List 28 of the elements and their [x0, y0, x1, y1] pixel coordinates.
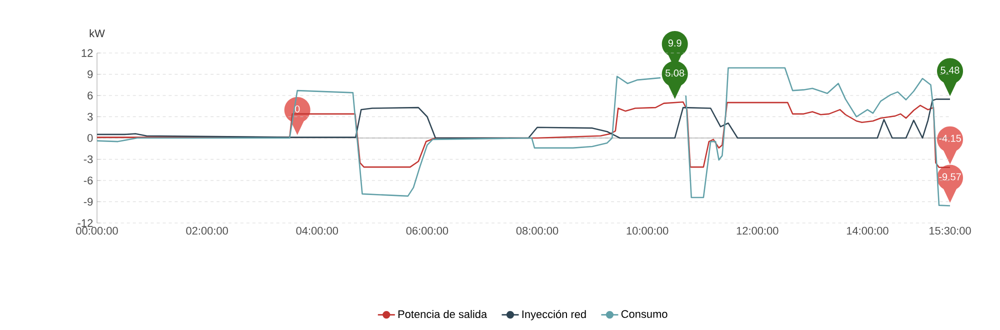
y-tick-label: -9 [84, 198, 93, 206]
x-tick-label: 12:00:00 [736, 226, 778, 235]
annotation: 5.48 [940, 66, 960, 74]
x-tick-label: 08:00:00 [516, 226, 558, 235]
annotation: 0 [294, 105, 300, 113]
legend-label: Consumo [621, 310, 668, 318]
y-axis-title: kW [90, 29, 105, 38]
legend-label: Potencia de salida [398, 310, 488, 318]
y-tick-label: -12 [78, 219, 93, 227]
x-tick-label: 10:00:00 [626, 226, 668, 235]
x-tick-label: 00:00:00 [76, 226, 118, 235]
x-tick-label: 14:00:00 [846, 226, 888, 235]
y-tick-label: 9 [88, 70, 93, 78]
y-tick-label: 3 [87, 112, 93, 121]
y-tick-label: 6 [88, 92, 93, 100]
annotation: -9.57 [939, 173, 961, 180]
annotation: 5.08 [666, 69, 684, 77]
x-tick-label: 02:00:00 [186, 226, 228, 235]
x-tick-label: 04:00:00 [296, 226, 338, 235]
y-tick-label: 0 [87, 134, 93, 142]
text: 9.9 [668, 39, 682, 47]
annotation: -4.15 [939, 134, 961, 142]
x-tick-label: 15:30:00 [930, 226, 971, 235]
y-tick-label: -6 [84, 176, 93, 184]
legend-label: Inyección red [522, 310, 586, 320]
x-tick-label: 06:00:00 [406, 226, 448, 235]
y-tick-label: -3 [84, 155, 93, 164]
y-tick-label: 12 [82, 49, 93, 57]
